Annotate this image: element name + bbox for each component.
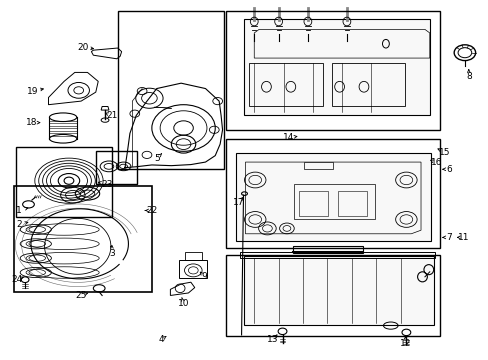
Bar	[337, 191, 366, 216]
Bar	[293, 246, 362, 253]
Text: 7: 7	[446, 233, 451, 242]
Bar	[244, 19, 429, 116]
Bar	[118, 12, 224, 169]
Bar	[184, 252, 202, 260]
Text: 3: 3	[109, 249, 115, 258]
Bar	[294, 184, 374, 220]
Bar	[14, 186, 152, 292]
Bar	[243, 256, 433, 324]
Text: 8: 8	[465, 72, 471, 81]
Text: 21: 21	[106, 111, 117, 120]
Text: 6: 6	[446, 165, 451, 174]
Bar	[249, 63, 322, 107]
Text: 17: 17	[232, 198, 244, 207]
Text: 15: 15	[438, 148, 449, 157]
Text: 25: 25	[75, 291, 87, 300]
Bar	[235, 153, 430, 241]
Text: 19: 19	[26, 86, 38, 95]
Polygon shape	[304, 162, 332, 169]
Bar	[225, 255, 439, 336]
Text: 23: 23	[101, 180, 112, 189]
Bar	[225, 12, 439, 130]
Text: 16: 16	[430, 158, 442, 167]
Text: 1: 1	[16, 206, 22, 215]
Text: 5: 5	[154, 154, 159, 163]
Text: 9: 9	[201, 272, 207, 281]
Bar	[16, 147, 112, 217]
Text: 12: 12	[399, 339, 410, 348]
Text: 11: 11	[457, 233, 468, 242]
Bar	[331, 63, 405, 107]
Text: 4: 4	[159, 335, 164, 344]
Bar	[225, 139, 439, 248]
Text: 20: 20	[77, 43, 88, 52]
Text: 14: 14	[282, 133, 293, 142]
Text: 10: 10	[178, 299, 189, 308]
Text: 18: 18	[25, 118, 37, 127]
Text: 13: 13	[266, 335, 278, 344]
Bar	[299, 191, 328, 216]
Text: 2: 2	[17, 220, 22, 229]
Text: 24: 24	[11, 275, 22, 284]
Bar	[178, 260, 206, 278]
Bar	[239, 252, 434, 258]
Bar	[96, 151, 137, 184]
Text: 22: 22	[146, 206, 157, 215]
